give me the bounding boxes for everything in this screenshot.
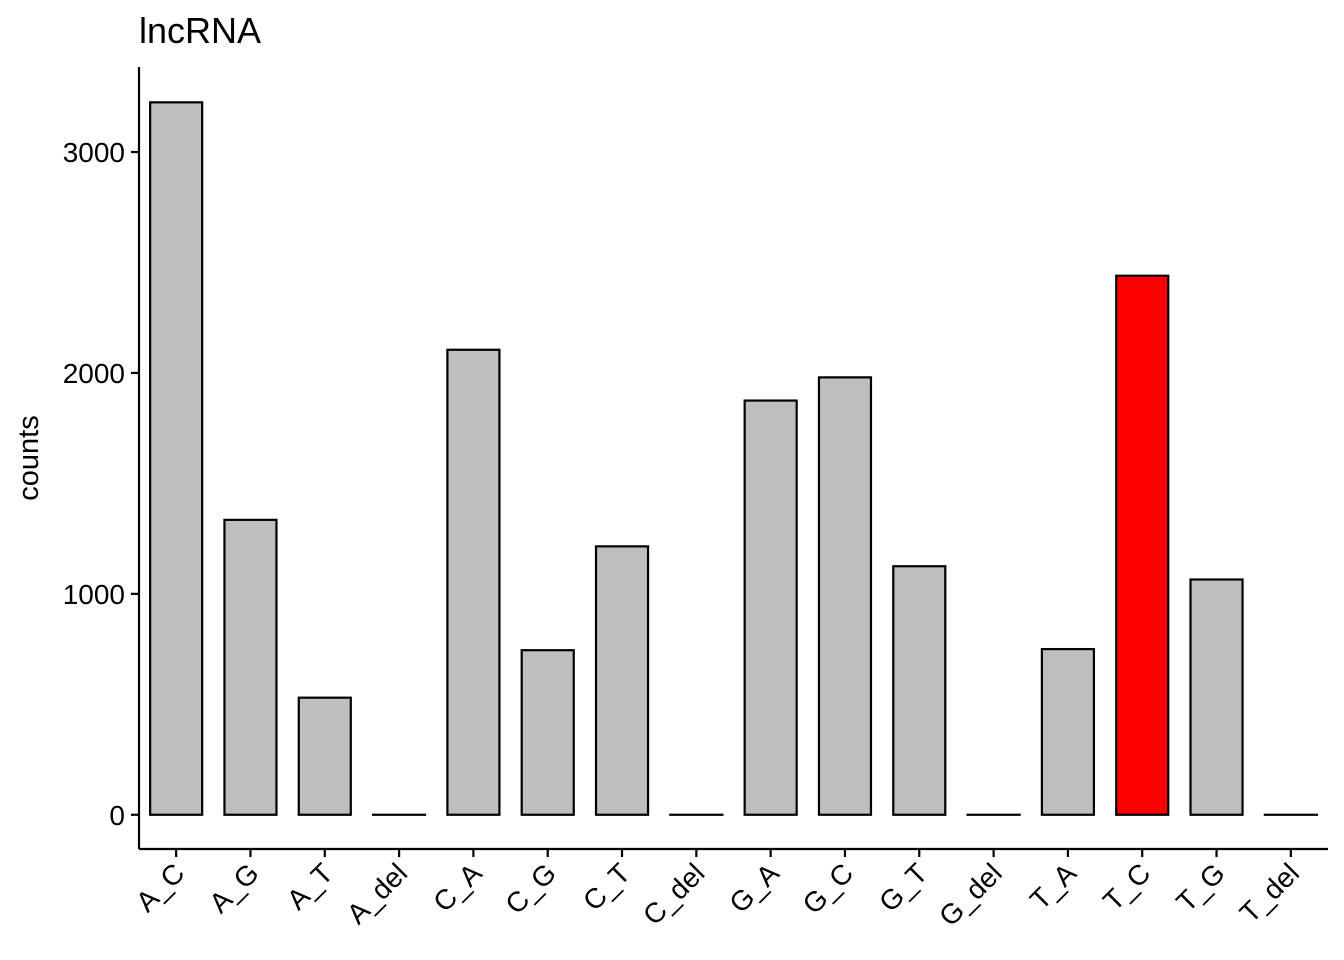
bar-g-a [743,399,798,816]
x-tick-label: G_T [873,857,933,917]
x-tick-label: T_del [1234,857,1305,928]
bars-group [149,101,1318,816]
x-tick-label: C_A [427,857,488,918]
bar-c-a [446,348,501,816]
x-tick-label: A_T [281,857,339,915]
y-tick-label: 3000 [63,137,125,168]
x-tick-label: C_G [499,857,562,920]
bar-t-a [1040,647,1096,816]
chart-title: lncRNA [139,10,261,51]
bar-a-g [223,518,278,816]
bar-c-g [520,649,575,816]
bar-c-t [594,545,650,816]
x-tick-label: A_del [341,857,414,930]
bar-a-t [297,696,352,816]
x-axis-ticks: A_C A_G A_T A_del C_A C_G C_T C_del G_A G_C G_T G_d… [130,849,1305,932]
x-tick-label: C_del [637,857,711,931]
x-tick-label: A_C [130,857,190,917]
bar-g-t [892,565,947,816]
y-tick-label: 2000 [63,358,125,389]
x-tick-label: G_del [933,857,1008,932]
bar-t-c [1115,274,1170,816]
x-tick-label: T_C [1097,857,1156,916]
bar-a-c [149,101,204,816]
x-tick-label: A_G [203,857,265,919]
bar-t-g [1189,578,1244,816]
y-axis-label: counts [13,415,45,500]
bar-g-c [817,376,873,816]
y-tick-label: 1000 [63,579,125,610]
x-tick-label: G_C [797,857,860,920]
y-axis-ticks: 0 1000 2000 3000 [63,137,139,831]
x-tick-label: G_A [723,857,785,919]
x-tick-label: T_A [1024,857,1082,915]
x-tick-label: T_G [1170,857,1230,917]
x-tick-label: C_T [577,857,636,916]
y-tick-label: 0 [109,800,125,831]
